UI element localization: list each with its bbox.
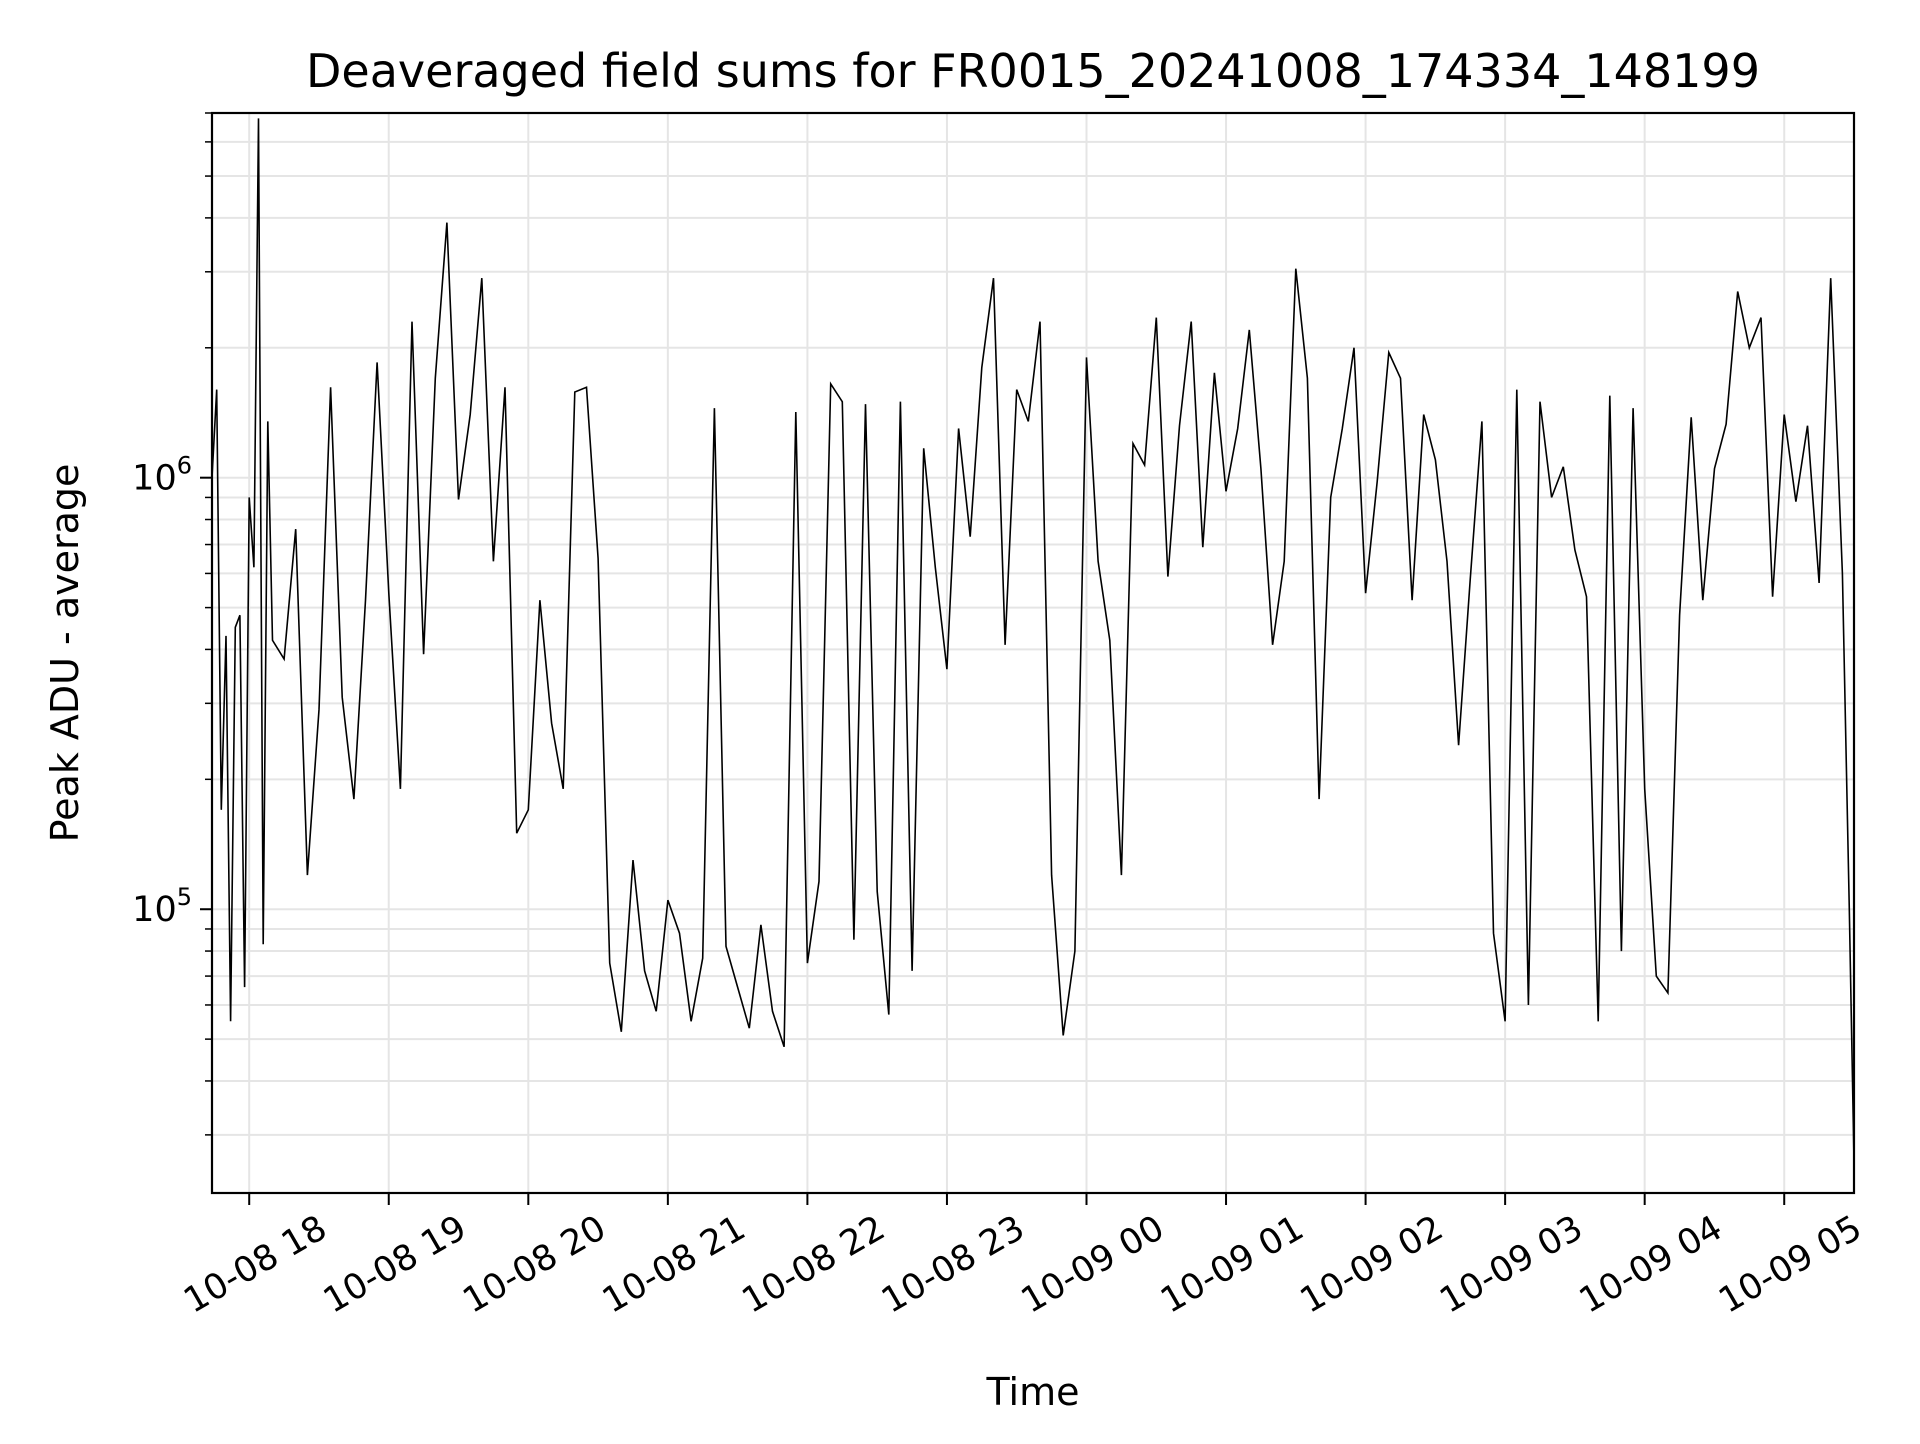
y-axis-label: Peak ADU - average [43, 464, 87, 843]
y-tick-label: 105 [132, 883, 192, 930]
series-line [212, 118, 1854, 1162]
y-axis-ticks: 105 106 [132, 112, 212, 1136]
plot-area [212, 118, 1854, 1162]
chart-title: Deaveraged field sums for FR0015_2024100… [306, 44, 1760, 98]
axes-frame [210, 111, 1856, 1195]
y-tick-label: 106 [132, 452, 192, 499]
x-axis-label: Time [986, 1370, 1080, 1414]
